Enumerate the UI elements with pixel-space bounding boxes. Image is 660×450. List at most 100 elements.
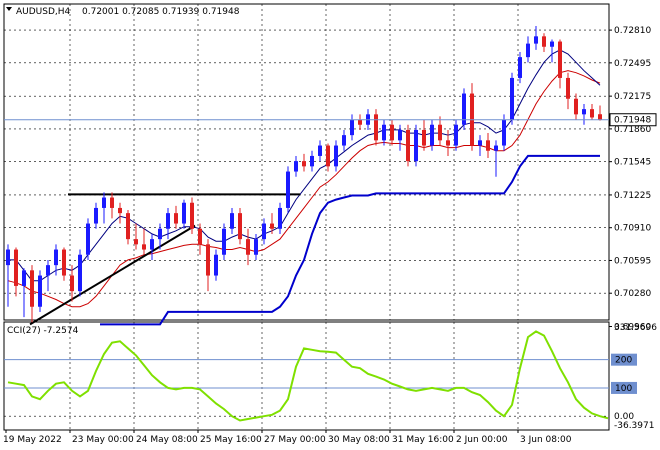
candle[interactable] (326, 143, 330, 172)
candle[interactable] (70, 265, 74, 302)
cci-tick-label: -36.3971 (614, 421, 654, 431)
candle[interactable] (302, 153, 306, 172)
candle[interactable] (14, 247, 18, 297)
candle[interactable] (382, 119, 386, 146)
candle[interactable] (598, 105, 602, 121)
candle[interactable] (478, 135, 482, 156)
candle-body (326, 145, 330, 167)
candle[interactable] (78, 249, 82, 297)
candle[interactable] (294, 155, 298, 177)
candle[interactable] (494, 140, 498, 177)
candle[interactable] (30, 265, 34, 323)
sma-fast-line (8, 49, 601, 282)
candle[interactable] (406, 124, 410, 167)
candles[interactable] (6, 25, 602, 323)
candle[interactable] (6, 244, 10, 307)
candle[interactable] (270, 213, 274, 234)
candle-body (342, 135, 346, 146)
cci-level-badge (611, 353, 637, 366)
candle[interactable] (22, 268, 26, 318)
candle[interactable] (166, 207, 170, 240)
candle[interactable] (254, 233, 258, 260)
candle[interactable] (222, 223, 226, 260)
cci-series (7, 330, 609, 422)
candle[interactable] (206, 239, 210, 292)
candle[interactable] (102, 192, 106, 224)
sma-slow-line (7, 70, 601, 308)
candle-body (286, 171, 290, 208)
candle[interactable] (526, 36, 530, 63)
candle[interactable] (278, 202, 282, 234)
candle[interactable] (430, 119, 434, 151)
candle[interactable] (174, 205, 178, 229)
candle[interactable] (110, 192, 114, 219)
candle[interactable] (446, 129, 450, 156)
candle[interactable] (286, 166, 290, 214)
price-tick-label: 0.70280 (614, 289, 651, 299)
candle[interactable] (342, 129, 346, 151)
cci-line (7, 330, 609, 422)
candle[interactable] (462, 88, 466, 130)
candle[interactable] (438, 116, 442, 146)
candle[interactable] (86, 218, 90, 260)
candle[interactable] (510, 72, 514, 125)
candle[interactable] (126, 210, 130, 245)
candle-body (198, 228, 202, 245)
candle-body (350, 119, 354, 136)
candle[interactable] (54, 244, 58, 276)
candle[interactable] (350, 114, 354, 141)
candle[interactable] (534, 25, 538, 50)
candle[interactable] (422, 119, 426, 151)
candle[interactable] (558, 39, 562, 89)
candle[interactable] (38, 270, 42, 312)
candle[interactable] (134, 223, 138, 250)
candle[interactable] (398, 124, 402, 151)
candle[interactable] (230, 207, 234, 234)
candle[interactable] (414, 124, 418, 167)
candle-body (534, 36, 538, 44)
candle-body (406, 129, 410, 162)
price-tick-label: 0.70595 (614, 256, 651, 266)
candle[interactable] (46, 259, 50, 292)
candle[interactable] (358, 114, 362, 130)
candle-body (558, 41, 562, 78)
candle[interactable] (374, 109, 378, 146)
candle[interactable] (182, 199, 186, 229)
candle[interactable] (334, 140, 338, 172)
candle[interactable] (542, 33, 546, 52)
candle[interactable] (574, 93, 578, 120)
candle[interactable] (454, 119, 458, 151)
candle[interactable] (262, 218, 266, 245)
candle[interactable] (550, 39, 554, 63)
candle[interactable] (94, 202, 98, 229)
candle[interactable] (502, 114, 506, 151)
candle[interactable] (590, 103, 594, 120)
candle[interactable] (150, 233, 154, 260)
candle[interactable] (214, 249, 218, 281)
candle[interactable] (142, 228, 146, 255)
candle[interactable] (238, 207, 242, 245)
candle-body (14, 249, 18, 286)
candle[interactable] (390, 119, 394, 146)
candle[interactable] (198, 223, 202, 255)
candle[interactable] (246, 228, 250, 266)
candle-body (6, 249, 10, 266)
candle[interactable] (518, 51, 522, 84)
candle[interactable] (190, 197, 194, 234)
candle-body (422, 129, 426, 146)
candle-body (150, 239, 154, 250)
candle[interactable] (310, 150, 314, 172)
chart-collapse-icon[interactable] (6, 7, 12, 11)
trend-line[interactable] (29, 224, 196, 326)
candle[interactable] (486, 133, 490, 159)
candle-body (182, 202, 186, 224)
candle[interactable] (62, 247, 66, 281)
candle[interactable] (118, 202, 122, 224)
candle[interactable] (566, 72, 570, 110)
candle[interactable] (582, 103, 586, 125)
candle[interactable] (318, 140, 322, 162)
candle-body (526, 43, 530, 58)
candle[interactable] (158, 223, 162, 250)
candle-body (550, 41, 554, 47)
